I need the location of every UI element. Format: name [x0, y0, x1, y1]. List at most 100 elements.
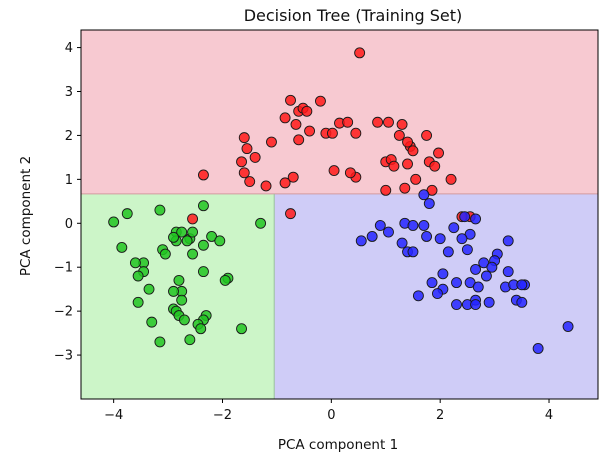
- scatter-point-series-2: [502, 235, 514, 247]
- scatter-point-series-1: [121, 208, 133, 220]
- scatter-point-series-2: [562, 321, 574, 332]
- scatter-point-series-1: [173, 274, 185, 286]
- scatter-point-series-0: [344, 167, 356, 179]
- scatter-point-series-1: [116, 241, 128, 253]
- scatter-point-series-1: [168, 231, 179, 243]
- scatter-point-series-0: [279, 112, 291, 124]
- scatter-point-series-1: [176, 226, 188, 238]
- scatter-point-series-1: [108, 216, 120, 228]
- scatter-point-series-1: [219, 274, 231, 286]
- scatter-point-series-2: [470, 299, 482, 311]
- scatter-point-series-2: [407, 246, 419, 258]
- scatter-point-series-2: [396, 237, 408, 249]
- x-tick-label: −2: [213, 408, 232, 423]
- scatter-point-series-1: [187, 226, 199, 238]
- scatter-point-series-2: [451, 277, 462, 289]
- scatter-point-series-2: [407, 220, 419, 231]
- scatter-point-series-0: [350, 127, 362, 139]
- scatter-point-series-0: [236, 156, 247, 168]
- plot-area: [80, 29, 599, 400]
- y-axis-label: PCA component 2: [18, 156, 34, 276]
- scatter-point-series-1: [143, 283, 155, 295]
- scatter-point-series-1: [181, 235, 193, 247]
- scatter-point-series-1: [132, 296, 144, 308]
- x-tick-label: −4: [104, 408, 123, 423]
- scatter-point-series-0: [354, 47, 366, 59]
- scatter-point-series-0: [266, 136, 277, 148]
- scatter-point-series-0: [244, 176, 256, 188]
- scatter-point-series-1: [154, 336, 166, 348]
- scatter-point-series-1: [236, 323, 247, 335]
- scatter-point-series-0: [301, 105, 313, 117]
- scatter-point-series-1: [195, 323, 207, 335]
- scatter-point-series-2: [483, 296, 495, 308]
- scatter-point-series-0: [421, 129, 433, 141]
- y-axis-ticks: −3 −2 −1 0 1 2 3 4: [54, 41, 81, 364]
- decision-region-red: [81, 30, 598, 194]
- scatter-point-series-1: [154, 204, 166, 216]
- scatter-point-series-0: [326, 127, 338, 139]
- scatter-point-series-2: [532, 343, 544, 354]
- scatter-point-series-2: [434, 233, 446, 245]
- scatter-point-series-1: [197, 266, 209, 278]
- y-tick-label: 0: [65, 217, 73, 232]
- scatter-point-series-2: [366, 231, 378, 242]
- chart-title: Decision Tree (Training Set): [244, 6, 463, 25]
- scatter-point-series-2: [418, 189, 430, 201]
- scatter-point-series-2: [355, 235, 367, 247]
- scatter-point-series-0: [187, 213, 199, 225]
- scatter-point-series-0: [342, 116, 354, 128]
- scatter-point-series-2: [472, 281, 484, 293]
- scatter-point-series-0: [328, 165, 340, 177]
- scatter-point-series-0: [399, 182, 411, 194]
- y-tick-label: −3: [54, 349, 73, 364]
- scatter-point-series-0: [238, 132, 250, 144]
- scatter-point-series-2: [470, 263, 482, 275]
- scatter-point-series-0: [402, 136, 413, 148]
- scatter-point-series-0: [197, 169, 209, 181]
- scatter-point-series-2: [383, 226, 394, 238]
- scatter-point-series-1: [132, 270, 144, 282]
- x-axis-label: PCA component 1: [278, 437, 398, 453]
- scatter-point-series-2: [426, 277, 438, 289]
- scatter-point-series-0: [429, 160, 441, 172]
- scatter-point-series-2: [480, 270, 492, 282]
- scatter-point-series-2: [432, 288, 443, 300]
- x-tick-label: 4: [545, 408, 553, 423]
- scatter-point-series-2: [486, 261, 498, 273]
- scatter-point-series-0: [304, 125, 316, 137]
- scatter-point-series-0: [383, 116, 394, 128]
- scatter-point-series-2: [442, 246, 454, 258]
- scatter-point-series-2: [374, 220, 386, 231]
- scatter-point-series-2: [502, 266, 514, 278]
- scatter-point-series-2: [456, 233, 468, 245]
- scatter-point-series-0: [290, 118, 302, 130]
- scatter-point-series-0: [260, 180, 272, 192]
- plot-frame: [80, 29, 599, 400]
- scatter-point-series-0: [249, 151, 261, 163]
- scatter-point-series-1: [197, 239, 209, 251]
- scatter-point-series-2: [418, 220, 430, 231]
- x-axis-ticks: −4 −2 0 2 4: [104, 399, 553, 423]
- scatter-point-series-1: [168, 285, 179, 297]
- x-tick-label: 0: [327, 408, 335, 423]
- y-tick-label: −1: [54, 261, 73, 276]
- scatter-point-series-1: [255, 217, 267, 229]
- scatter-point-series-0: [402, 158, 413, 170]
- scatter-point-series-1: [146, 316, 158, 328]
- scatter-point-series-0: [285, 208, 296, 220]
- scatter-point-series-0: [407, 145, 419, 157]
- scatter-point-series-0: [315, 95, 326, 107]
- scatter-point-series-2: [459, 211, 471, 223]
- scatter-point-series-0: [293, 134, 305, 146]
- scatter-point-series-2: [516, 279, 528, 291]
- scatter-point-series-0: [410, 173, 422, 185]
- scatter-point-series-0: [279, 177, 291, 189]
- scatter-point-series-2: [470, 213, 482, 225]
- y-tick-label: 1: [65, 173, 73, 188]
- scatter-point-series-2: [516, 296, 528, 308]
- x-tick-label: 2: [436, 408, 444, 423]
- scatter-point-series-2: [423, 198, 435, 209]
- y-tick-label: 4: [65, 41, 73, 56]
- scatter-point-series-2: [451, 299, 462, 311]
